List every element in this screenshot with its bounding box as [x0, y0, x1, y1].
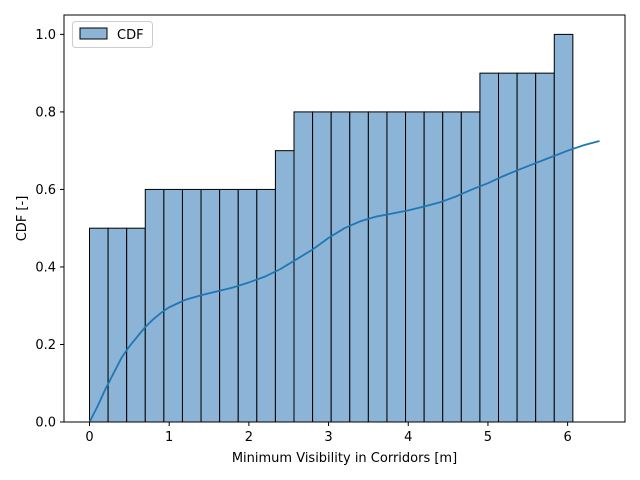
- histogram-bar: [386, 111, 407, 423]
- plot-frame: [63, 14, 626, 423]
- histogram-bar: [107, 227, 128, 423]
- x-tick-label: 1: [165, 430, 173, 445]
- x-tick-label: 4: [404, 430, 412, 445]
- x-tick-label: 5: [484, 430, 492, 445]
- kde-line: [88, 140, 600, 423]
- histogram-bar: [256, 188, 276, 423]
- y-tick-label: 0.8: [35, 105, 56, 120]
- histogram-bar: [89, 227, 109, 423]
- histogram-bar: [200, 188, 221, 423]
- legend-label: CDF: [117, 28, 144, 43]
- histogram-bar: [219, 188, 239, 423]
- histogram-bar: [144, 188, 165, 423]
- histogram-bar: [237, 188, 258, 423]
- histogram-bar: [423, 111, 444, 423]
- histogram-bar: [535, 72, 555, 423]
- y-axis-label: CDF [-]: [15, 196, 30, 242]
- y-axis: 0.0 0.2 0.4 0.6 0.8 1.0: [35, 28, 64, 431]
- x-axis: 0 1 2 3 4 5 6: [85, 422, 572, 445]
- histogram-bar: [330, 111, 351, 423]
- legend-swatch: [79, 27, 108, 40]
- histogram-bar: [274, 150, 295, 423]
- histogram-bar: [126, 227, 146, 423]
- histogram-bar: [405, 111, 425, 423]
- histogram-bars: [89, 33, 574, 423]
- histogram-bar: [181, 188, 202, 423]
- y-tick-label: 0.0: [35, 416, 56, 431]
- histogram-bar: [349, 111, 369, 423]
- y-tick-label: 0.4: [35, 260, 56, 275]
- x-tick-label: 2: [245, 430, 253, 445]
- histogram-bar: [516, 72, 537, 423]
- x-axis-label: Minimum Visibility in Corridors [m]: [232, 451, 457, 466]
- histogram-bar: [367, 111, 388, 423]
- x-tick-label: 0: [85, 430, 93, 445]
- y-tick-label: 1.0: [35, 28, 56, 43]
- legend: CDF: [72, 21, 153, 48]
- histogram-bar: [498, 72, 518, 423]
- x-tick-label: 6: [563, 430, 571, 445]
- histogram-bar: [312, 111, 332, 423]
- y-tick-label: 0.2: [35, 338, 56, 353]
- y-tick-label: 0.6: [35, 183, 56, 198]
- histogram-bar: [293, 111, 314, 423]
- x-tick-label: 3: [324, 430, 332, 445]
- histogram-bar: [479, 72, 500, 423]
- histogram-bar: [442, 111, 462, 423]
- histogram-bar: [553, 33, 574, 423]
- histogram-bar: [460, 111, 481, 423]
